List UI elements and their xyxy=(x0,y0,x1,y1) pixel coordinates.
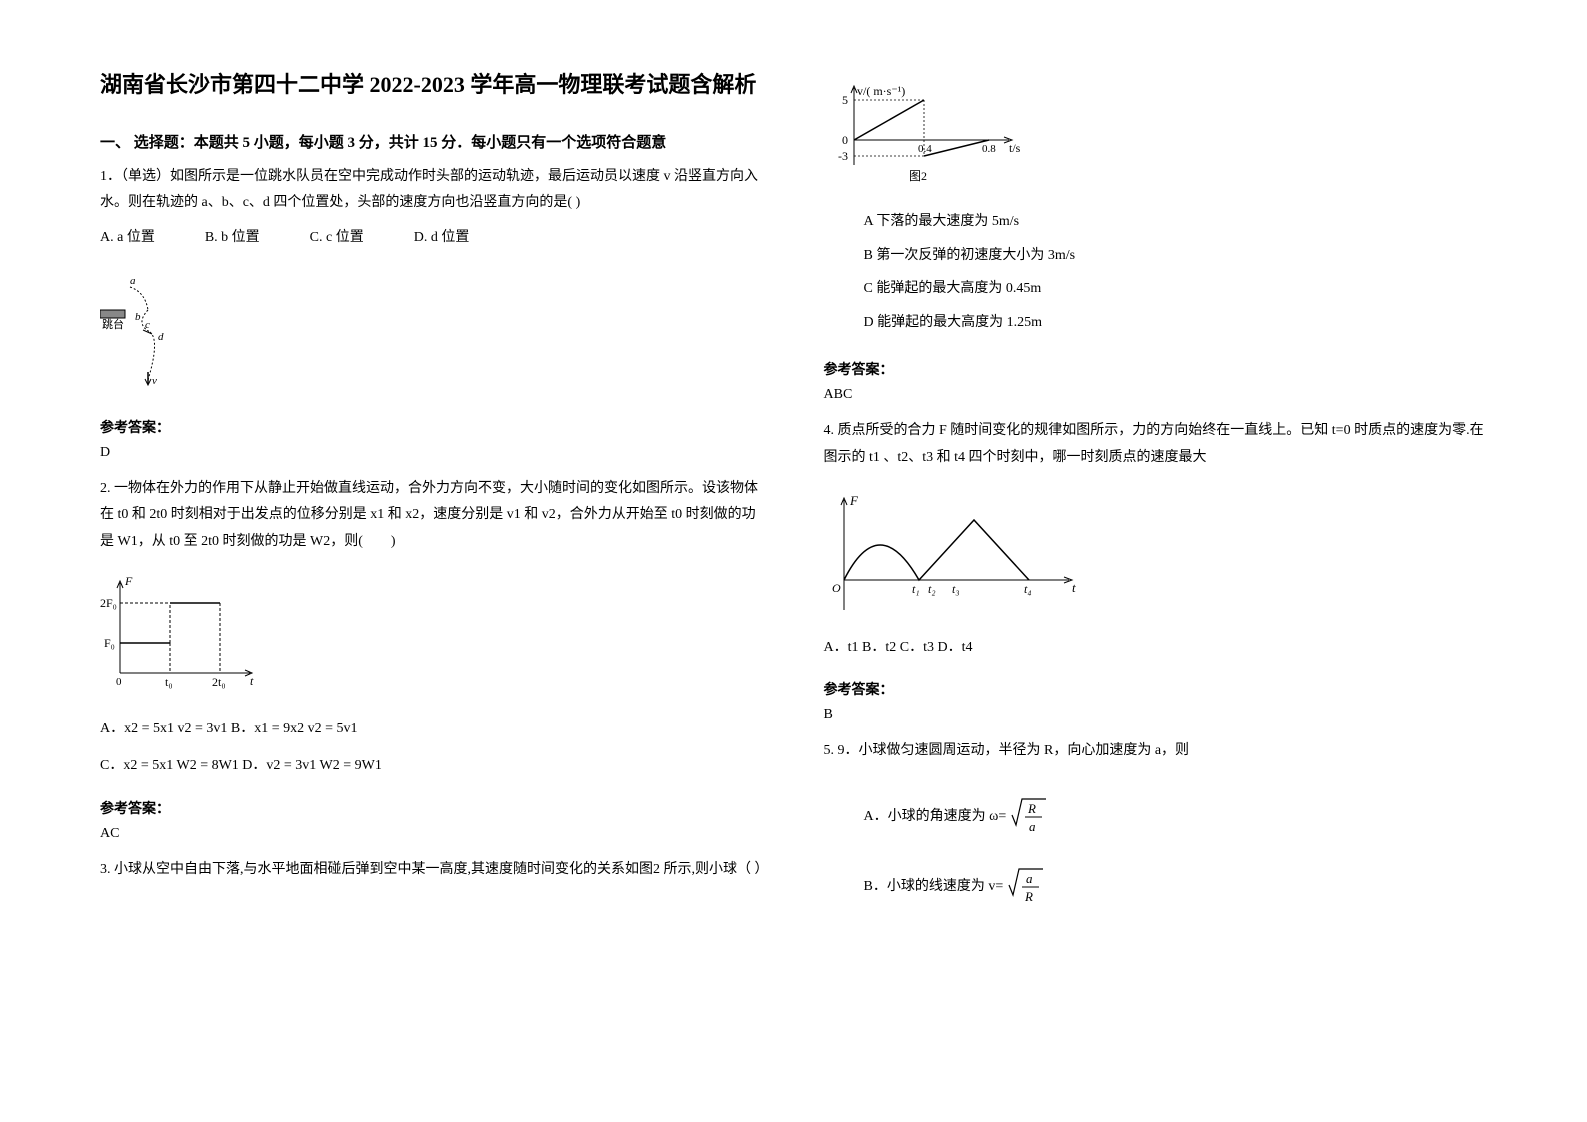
svg-text:-3: -3 xyxy=(838,149,848,163)
svg-text:0: 0 xyxy=(116,676,122,688)
q1-label-v: v xyxy=(152,375,157,387)
q2-options-row2: C．x2 = 5x1 W2 = 8W1 D．v2 = 3v1 W2 = 9W1 xyxy=(100,751,764,782)
q1-label-b: b xyxy=(135,311,141,323)
q2-x-t0: t₀ xyxy=(165,675,173,689)
q3-caption: 图2 xyxy=(909,169,927,183)
svg-text:R: R xyxy=(1024,889,1033,904)
q4-options: A．t1 B．t2 C．t3 D．t4 xyxy=(824,635,1488,662)
svg-text:c: c xyxy=(145,319,150,331)
q3-answer: ABC xyxy=(824,387,1488,403)
svg-text:5: 5 xyxy=(842,93,848,107)
q3-ylabel: v/( m·s⁻¹) xyxy=(857,84,905,98)
q3-xlabel: t/s xyxy=(1009,141,1021,155)
q3-option-d: D 能弹起的最大高度为 1.25m xyxy=(864,306,1488,340)
q1-option-b: B. b 位置 xyxy=(205,225,260,252)
q3-options: A 下落的最大速度为 5m/s B 第一次反弹的初速度大小为 3m/s C 能弹… xyxy=(864,205,1488,339)
q3-text: 3. 小球从空中自由下落,与水平地面相碰后弹到空中某一高度,其速度随时间变化的关… xyxy=(100,857,764,884)
q1-text: 1．（单选）如图所示是一位跳水队员在空中完成动作时头部的运动轨迹，最后运动员以速… xyxy=(100,164,764,217)
svg-text:t: t xyxy=(250,674,254,688)
svg-text:t₃: t₃ xyxy=(952,582,960,596)
q3-option-b: B 第一次反弹的初速度大小为 3m/s xyxy=(864,239,1488,273)
exam-title: 湖南省长沙市第四十二中学 2022-2023 学年高一物理联考试题含解析 xyxy=(100,70,764,101)
svg-text:t: t xyxy=(1072,580,1076,595)
q1-label-d: d xyxy=(158,331,164,343)
svg-text:t₄: t₄ xyxy=(1024,582,1032,596)
q1-diagram: a 跳台 b c d v xyxy=(100,272,764,397)
svg-text:a: a xyxy=(1026,871,1033,886)
svg-text:R: R xyxy=(1027,801,1036,816)
q2-y-2f0: 2F₀ xyxy=(100,596,117,610)
svg-text:0.8: 0.8 xyxy=(982,143,996,155)
svg-text:t₂: t₂ xyxy=(928,582,936,596)
q2-x-2t0: 2t₀ xyxy=(212,675,226,689)
q5-text: 5. 9．小球做匀速圆周运动，半径为 R，向心加速度为 a，则 xyxy=(824,738,1488,765)
q1-answer: D xyxy=(100,445,764,461)
q2-answer-label: 参考答案： xyxy=(100,798,764,818)
svg-text:O: O xyxy=(832,581,841,595)
section-header: 一、 选择题：本题共 5 小题，每小题 3 分，共计 15 分．每小题只有一个选… xyxy=(100,131,764,152)
formula-b-icon: a R xyxy=(1007,861,1047,913)
left-column: 湖南省长沙市第四十二中学 2022-2023 学年高一物理联考试题含解析 一、 … xyxy=(100,70,764,1052)
q2-diagram: F t 0 2F₀ F₀ t₀ 2t₀ xyxy=(100,573,764,698)
q3-answer-label: 参考答案： xyxy=(824,359,1488,379)
q3-option-a: A 下落的最大速度为 5m/s xyxy=(864,205,1488,239)
svg-text:a: a xyxy=(1029,819,1036,834)
q2-answer: AC xyxy=(100,826,764,842)
q1-option-d: D. d 位置 xyxy=(414,225,470,252)
q2-text: 2. 一物体在外力的作用下从静止开始做直线运动，合外力方向不变，大小随时间的变化… xyxy=(100,476,764,556)
q1-option-a: A. a 位置 xyxy=(100,225,155,252)
q4-text: 4. 质点所受的合力 F 随时间变化的规律如图所示，力的方向始终在一直线上。已知… xyxy=(824,418,1488,471)
q1-option-c: C. c 位置 xyxy=(310,225,364,252)
q2-options-row1: A．x2 = 5x1 v2 = 3v1 B．x1 = 9x2 v2 = 5v1 xyxy=(100,714,764,745)
q4-diagram: F t O t₁ t₂ t₃ t₄ xyxy=(824,490,1488,625)
q5-options: A．小球的角速度为 ω= R a B．小球的线速度为 v= a R xyxy=(864,773,1488,932)
q1-label-platform: 跳台 xyxy=(102,317,124,331)
svg-text:F: F xyxy=(124,574,133,588)
svg-text:0.4: 0.4 xyxy=(918,143,932,155)
q4-answer: B xyxy=(824,707,1488,723)
right-column: v/( m·s⁻¹) t/s 5 0 -3 0.4 0.8 图2 A 下落的最大… xyxy=(824,70,1488,1052)
q1-label-a: a xyxy=(130,275,136,287)
q3-option-c: C 能弹起的最大高度为 0.45m xyxy=(864,272,1488,306)
q1-answer-label: 参考答案： xyxy=(100,417,764,437)
q2-options: A．x2 = 5x1 v2 = 3v1 B．x1 = 9x2 v2 = 5v1 … xyxy=(100,708,764,788)
q3-diagram: v/( m·s⁻¹) t/s 5 0 -3 0.4 0.8 图2 xyxy=(824,80,1488,195)
formula-a-icon: R a xyxy=(1010,791,1050,843)
q2-y-f0: F₀ xyxy=(104,636,115,650)
svg-text:0: 0 xyxy=(842,133,848,147)
q5-option-b: B．小球的线速度为 v= a R xyxy=(864,861,1488,913)
q4-answer-label: 参考答案： xyxy=(824,679,1488,699)
q5-option-a: A．小球的角速度为 ω= R a xyxy=(864,791,1488,843)
svg-text:t₁: t₁ xyxy=(912,582,920,596)
svg-text:F: F xyxy=(849,493,859,508)
q1-options: A. a 位置 B. b 位置 C. c 位置 D. d 位置 xyxy=(100,225,764,252)
